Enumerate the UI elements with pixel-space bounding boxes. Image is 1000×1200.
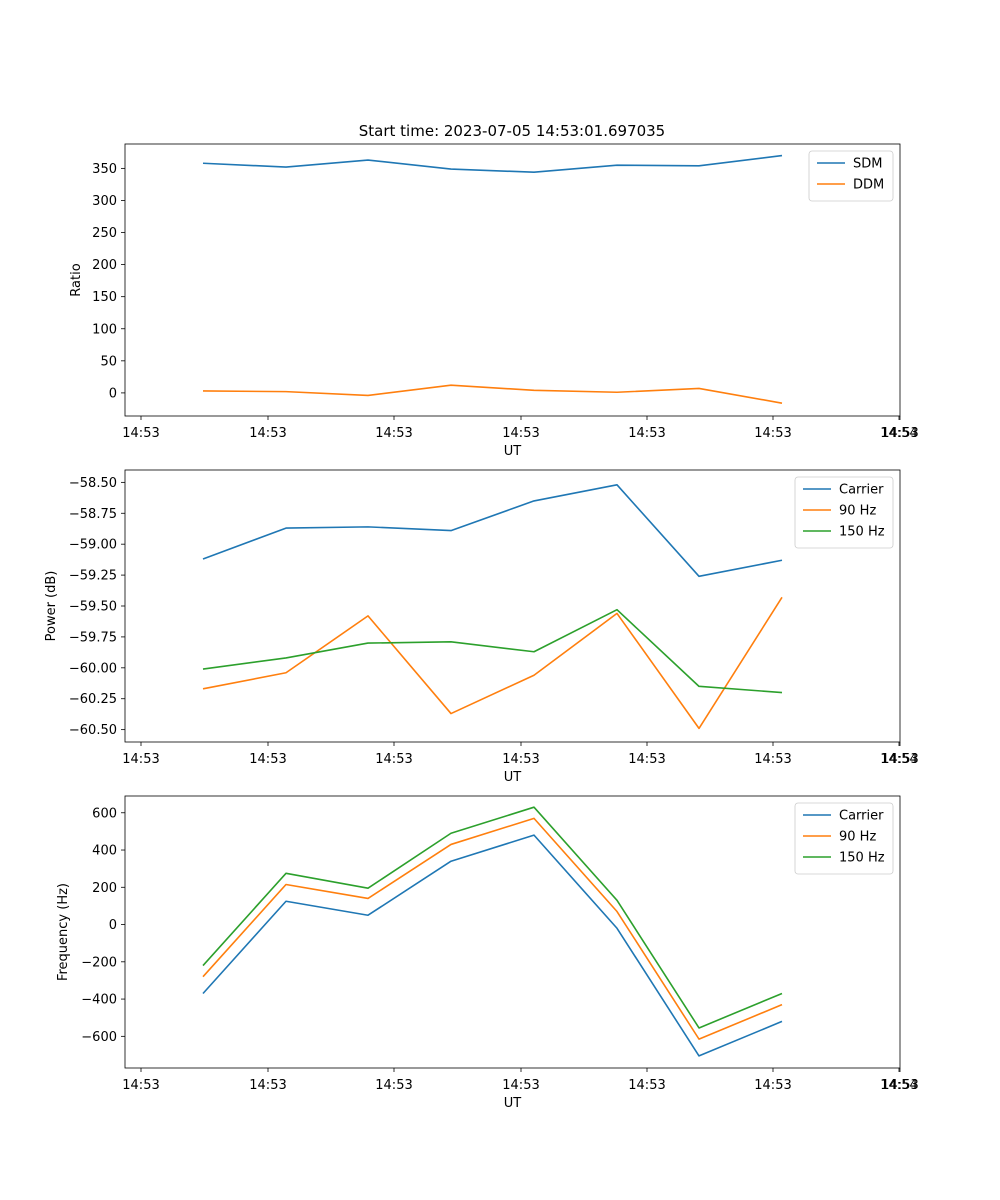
power-y-tick-label: −59.00 [69, 538, 117, 553]
frequency-x-axis-label: UT [504, 1096, 522, 1111]
frequency-axes-frame [124, 795, 901, 1069]
frequency-x-tick-label: 14:53 [375, 1078, 412, 1093]
power-y-tick-label: −60.50 [69, 723, 117, 738]
frequency-x-tick-label: 14:53 [881, 1078, 918, 1093]
ratio-y-tick-label: 300 [92, 194, 117, 209]
power-legend-label: 150 Hz [839, 525, 885, 540]
frequency-y-tick-label: −200 [81, 955, 117, 970]
power-x-tick-label: 14:53 [375, 752, 412, 767]
ratio-y-tick-label: 150 [92, 290, 117, 305]
ratio-axes-frame [124, 143, 901, 417]
ratio-y-tick-label: 0 [109, 386, 117, 401]
frequency-legend-label: 150 Hz [839, 851, 885, 866]
frequency-x-tick-label: 14:53 [754, 1078, 791, 1093]
frequency-x-tick-label: 14:53 [122, 1078, 159, 1093]
ratio-y-tick-label: 250 [92, 226, 117, 241]
ratio-x-tick-label: 14:54 [880, 426, 917, 441]
frequency-x-tick-label: 14:54 [880, 1078, 917, 1093]
frequency-series-150-hz [202, 806, 783, 1029]
power-x-tick-label: 14:53 [122, 752, 159, 767]
ratio-x-tick-label: 14:53 [249, 426, 286, 441]
figure-title: Start time: 2023-07-05 14:53:01.697035 [359, 122, 665, 140]
ratio-y-tick-label: 100 [92, 322, 117, 337]
power-panel: 14:53 14:53 14:53 14:53 14:53 14:53 14:5314:54… [44, 469, 919, 785]
power-series-carrier [202, 484, 783, 578]
power-x-tick-label: 14:53 [502, 752, 539, 767]
ratio-y-tick-label: 350 [92, 162, 117, 177]
power-legend-label: Carrier [839, 483, 884, 498]
frequency-legend-label: Carrier [839, 809, 884, 824]
frequency-series-90-hz [202, 817, 783, 1040]
power-y-axis-label: Power (dB) [44, 571, 59, 642]
frequency-y-tick-label: −400 [81, 993, 117, 1008]
ratio-x-axis-label: UT [504, 444, 522, 459]
power-x-tick-label: 14:53 [881, 752, 918, 767]
power-y-tick-label: −59.50 [69, 600, 117, 615]
frequency-y-tick-label: 400 [92, 844, 117, 859]
frequency-x-tick-label: 14:53 [502, 1078, 539, 1093]
ratio-x-tick-label: 14:53 [881, 426, 918, 441]
frequency-y-tick-label: −600 [81, 1030, 117, 1045]
frequency-series-carrier [202, 834, 783, 1057]
ratio-x-tick-label: 14:53 [375, 426, 412, 441]
ratio-y-tick-label: 50 [100, 354, 117, 369]
power-y-tick-label: −59.75 [69, 630, 117, 645]
frequency-legend-label: 90 Hz [839, 830, 876, 845]
power-y-tick-label: −60.00 [69, 661, 117, 676]
ratio-y-axis-label: Ratio [69, 263, 84, 296]
ratio-y-tick-label: 200 [92, 258, 117, 273]
power-series-150-hz [202, 608, 783, 694]
frequency-y-tick-label: 600 [92, 806, 117, 821]
power-x-tick-label: 14:53 [628, 752, 665, 767]
ratio-x-tick-label: 14:53 [122, 426, 159, 441]
power-x-tick-label: 14:53 [754, 752, 791, 767]
frequency-y-tick-label: 200 [92, 881, 117, 896]
ratio-legend-label: DDM [853, 178, 884, 193]
power-y-tick-label: −58.50 [69, 476, 117, 491]
frequency-x-tick-label: 14:53 [628, 1078, 665, 1093]
power-y-tick-label: −59.25 [69, 569, 117, 584]
power-x-axis-label: UT [504, 770, 522, 785]
power-x-tick-label: 14:53 [249, 752, 286, 767]
ratio-x-tick-label: 14:53 [628, 426, 665, 441]
ratio-series-ddm [202, 384, 783, 404]
power-series-90-hz [202, 596, 783, 730]
power-x-tick-label: 14:54 [880, 752, 917, 767]
power-y-tick-label: −58.75 [69, 507, 117, 522]
frequency-y-axis-label: Frequency (Hz) [56, 883, 71, 981]
ratio-x-tick-label: 14:53 [754, 426, 791, 441]
frequency-x-tick-label: 14:53 [249, 1078, 286, 1093]
ratio-series-sdm [202, 154, 783, 174]
ratio-legend-label: SDM [853, 157, 882, 172]
power-legend-label: 90 Hz [839, 504, 876, 519]
frequency-y-tick-label: 0 [109, 918, 117, 933]
ratio-panel: 14:53 14:53 14:53 14:53 14:53 14:53 14:5314:54… [69, 143, 919, 459]
ratio-x-tick-label: 14:53 [502, 426, 539, 441]
power-y-tick-label: −60.25 [69, 692, 117, 707]
frequency-panel: 14:53 14:53 14:53 14:53 14:53 14:53 14:5314:54… [56, 795, 919, 1111]
